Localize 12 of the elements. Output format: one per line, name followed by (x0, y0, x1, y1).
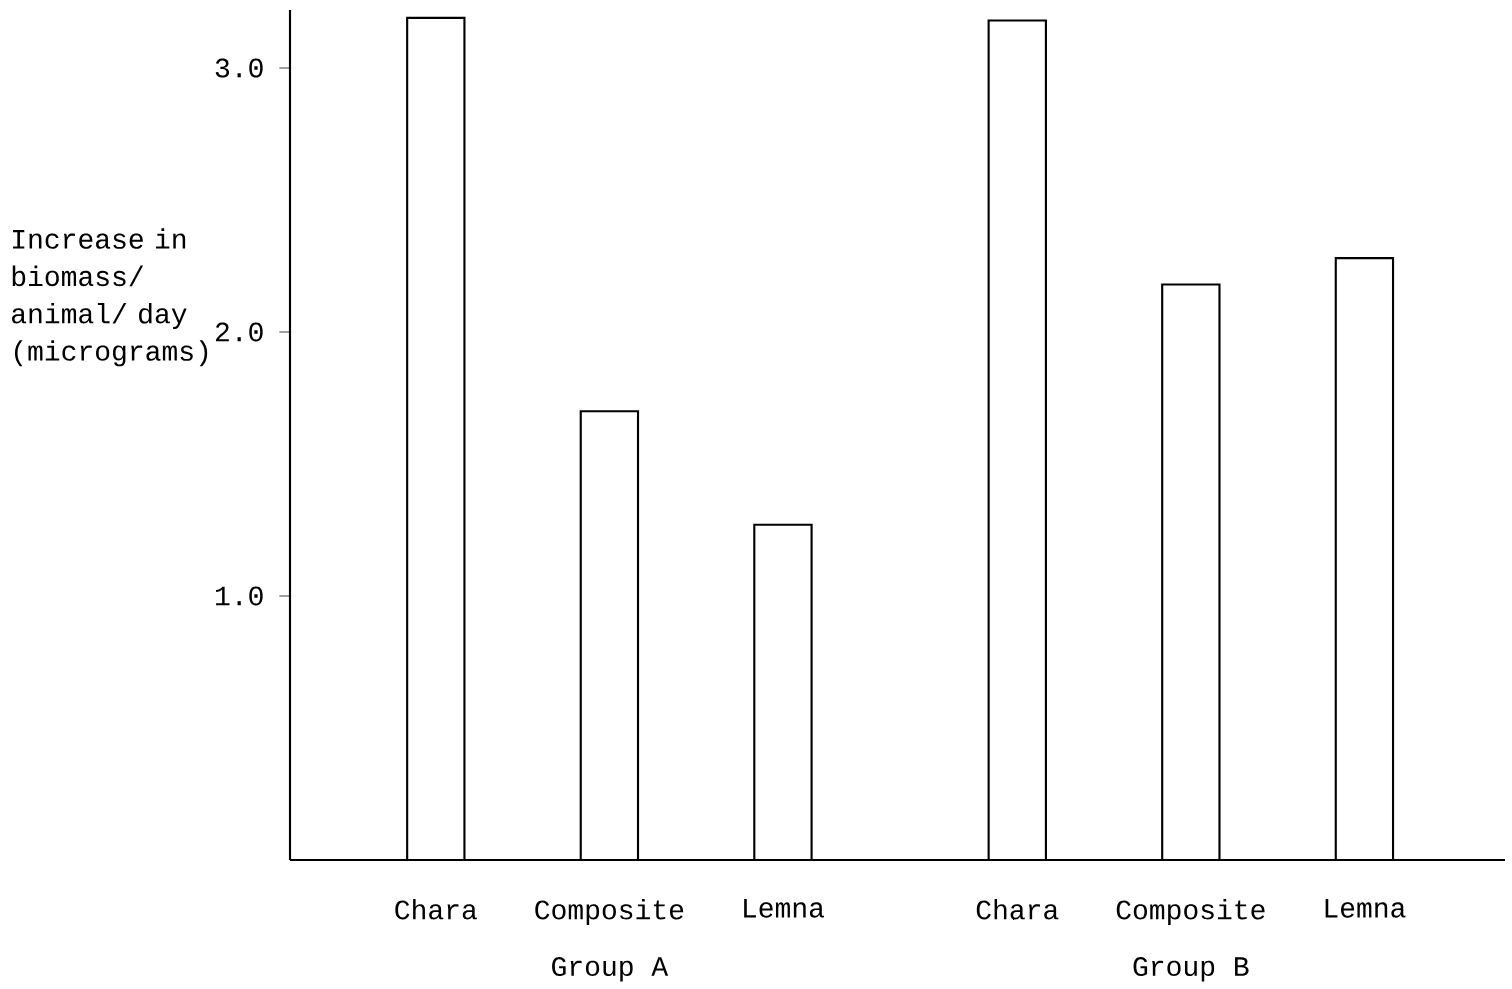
x-tick-label: Chara (976, 898, 1059, 920)
y-axis-title: Increase in biomass/ animal/ day (micrograms) (12, 228, 208, 367)
x-tick-label: Lemna (1325, 898, 1406, 918)
y-tick-label: 3.0 (215, 58, 263, 78)
x-tick-label: Composite (1116, 898, 1265, 926)
y-tick-label: 2.0 (215, 322, 263, 342)
x-tick-label: Lemna (744, 898, 824, 918)
x-tick-label: Composite (535, 898, 684, 926)
text: Group A (552, 957, 669, 982)
text: Group B (1133, 957, 1249, 982)
y-tick-label: 1.0 (216, 586, 263, 606)
x-tick-label: Chara (395, 898, 477, 920)
